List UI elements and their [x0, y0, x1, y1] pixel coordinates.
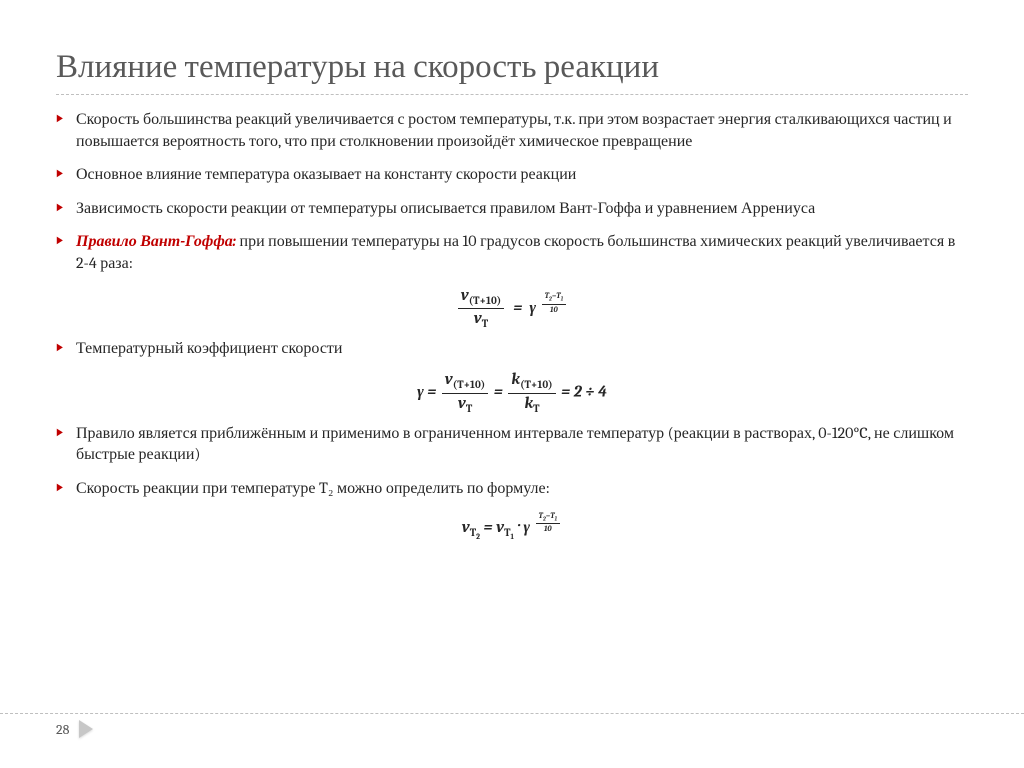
bullet-item: Основное влияние температура оказывает н…	[56, 164, 968, 186]
page-number: 28	[56, 721, 69, 738]
bullet-list: Правило является приближённым и применим…	[56, 423, 968, 500]
formula-gamma-def: γ = v(T+10) vT = k(T+10) kT = 2 ÷ 4	[56, 371, 968, 414]
bullet-list: Температурный коэффициент скорости	[56, 338, 968, 360]
slide-footer: 28	[0, 713, 1024, 738]
bullet-item: Скорость большинства реакций увеличивает…	[56, 109, 968, 152]
bullet-item: Правило является приближённым и применим…	[56, 423, 968, 466]
slide: Влияние температуры на скорость реакции …	[0, 0, 1024, 768]
bullet-list: Скорость большинства реакций увеличивает…	[56, 109, 968, 275]
formula-rate-at-t2: vT2 = vT1 · γ T2−T1 10	[56, 512, 968, 543]
bullet-item: Правило Вант-Гоффа: при повышении темпер…	[56, 231, 968, 274]
nav-triangle-icon[interactable]	[79, 720, 93, 738]
rule-name: Правило Вант-Гоффа:	[76, 232, 236, 250]
bullet-item: Зависимость скорости реакции от температ…	[56, 198, 968, 220]
bullet-item: Скорость реакции при температуре T₂ можн…	[56, 478, 968, 500]
slide-body: Скорость большинства реакций увеличивает…	[56, 109, 968, 542]
bullet-item: Температурный коэффициент скорости	[56, 338, 968, 360]
formula-vant-hoff-ratio: v(T+10) vT = γ T2−T1 10	[56, 287, 968, 330]
slide-title: Влияние температуры на скорость реакции	[56, 48, 968, 95]
